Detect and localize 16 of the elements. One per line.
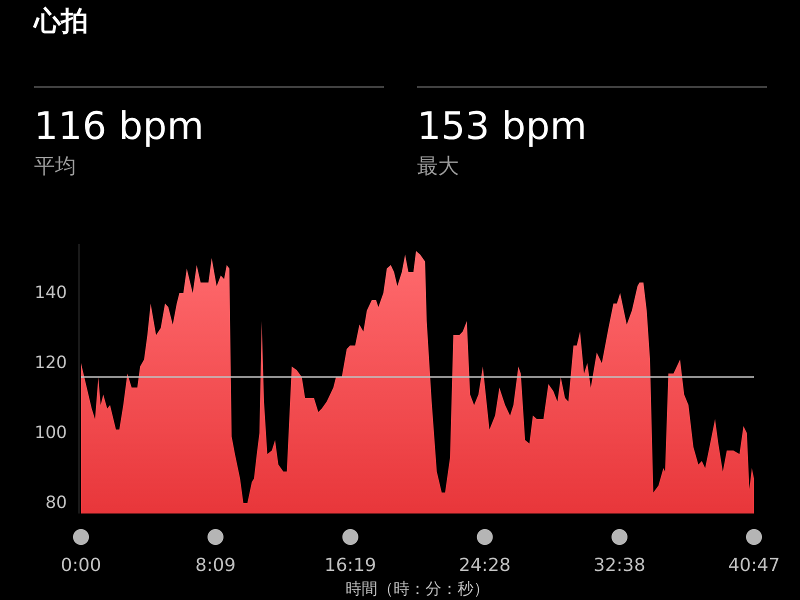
- x-tick-label: 24:28: [458, 555, 511, 576]
- y-tick-label: 140: [34, 283, 67, 303]
- x-tick-label: 0:00: [60, 555, 102, 576]
- y-tick-label: 100: [34, 423, 67, 443]
- text: 116 bpm: [34, 104, 204, 148]
- x-tick-label: 32:38: [594, 555, 646, 576]
- chart-title: 心拍: [32, 6, 88, 37]
- x-tick-label: 16:19: [324, 555, 376, 576]
- text: 153 bpm: [417, 104, 587, 148]
- y-tick-label: 80: [45, 493, 67, 513]
- x-tick-label: 8:09: [195, 555, 236, 576]
- text: 平均: [34, 154, 76, 178]
- text: 最大: [417, 154, 459, 178]
- x-axis-title: 時間（時：分：秒）: [346, 579, 490, 598]
- x-tick-label: 40:47: [728, 555, 780, 576]
- y-tick-label: 120: [34, 353, 67, 373]
